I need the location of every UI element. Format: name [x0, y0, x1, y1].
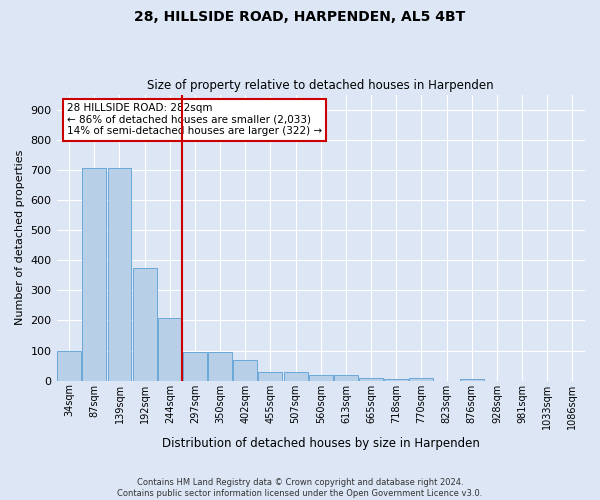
Bar — [460, 378, 484, 380]
Text: 28 HILLSIDE ROAD: 282sqm
← 86% of detached houses are smaller (2,033)
14% of sem: 28 HILLSIDE ROAD: 282sqm ← 86% of detach… — [67, 103, 322, 136]
Bar — [107, 168, 131, 380]
Bar — [208, 352, 232, 380]
Bar — [409, 378, 433, 380]
Bar — [259, 372, 283, 380]
Title: Size of property relative to detached houses in Harpenden: Size of property relative to detached ho… — [148, 79, 494, 92]
Bar — [334, 374, 358, 380]
Text: 28, HILLSIDE ROAD, HARPENDEN, AL5 4BT: 28, HILLSIDE ROAD, HARPENDEN, AL5 4BT — [134, 10, 466, 24]
Bar — [359, 378, 383, 380]
Bar — [158, 318, 182, 380]
Bar — [309, 374, 333, 380]
Bar — [233, 360, 257, 380]
Y-axis label: Number of detached properties: Number of detached properties — [15, 150, 25, 326]
Bar — [284, 372, 308, 380]
Text: Contains HM Land Registry data © Crown copyright and database right 2024.
Contai: Contains HM Land Registry data © Crown c… — [118, 478, 482, 498]
Bar — [133, 268, 157, 380]
Bar — [57, 350, 81, 380]
Bar — [385, 379, 408, 380]
X-axis label: Distribution of detached houses by size in Harpenden: Distribution of detached houses by size … — [162, 437, 480, 450]
Bar — [183, 352, 207, 380]
Bar — [82, 168, 106, 380]
